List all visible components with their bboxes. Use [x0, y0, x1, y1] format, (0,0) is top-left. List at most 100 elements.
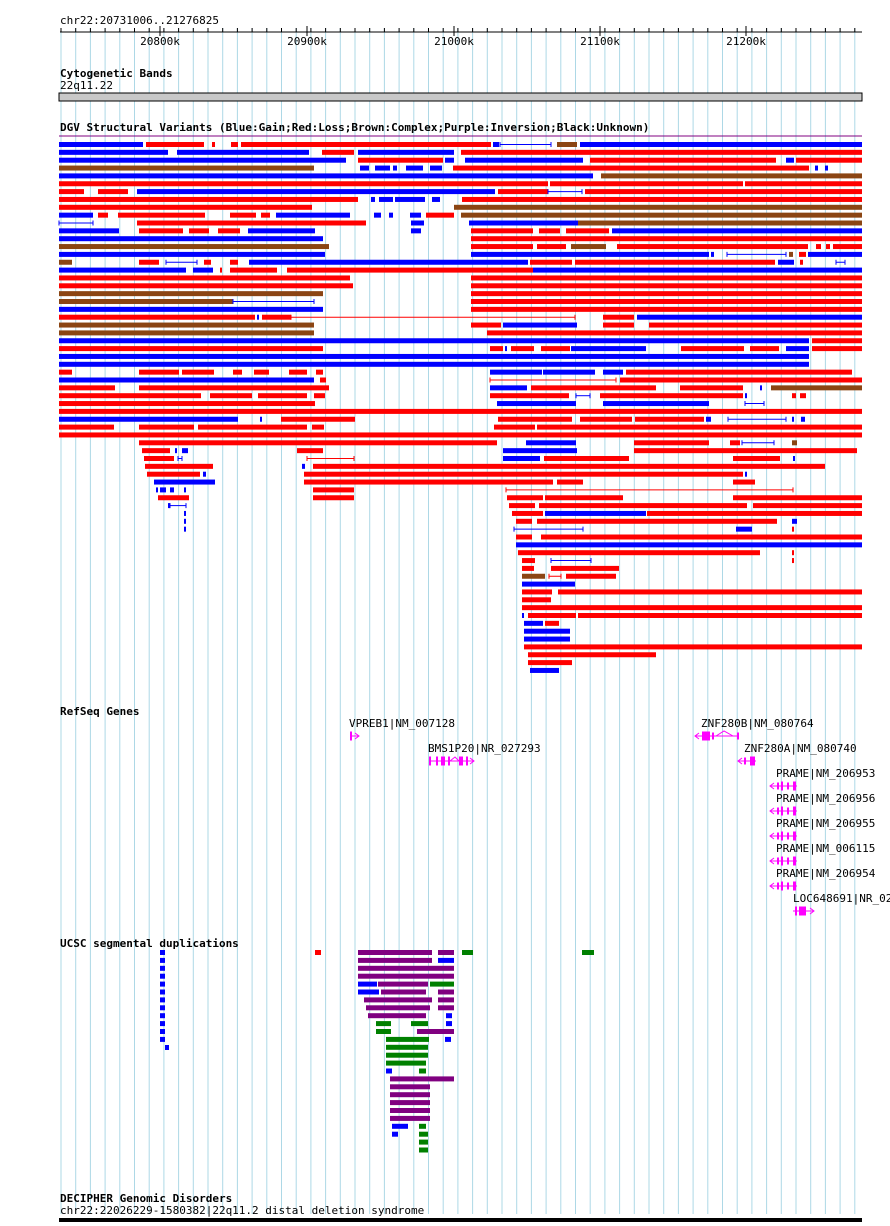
sv-bar — [498, 416, 572, 422]
sv-bar — [580, 416, 632, 422]
sv-bar — [512, 510, 543, 516]
sv-bar — [745, 181, 862, 187]
segdup-bar — [390, 1092, 430, 1098]
sv-bar — [184, 518, 186, 524]
gene-label-prame-206956[interactable]: PRAME|NM_206956 — [776, 792, 876, 805]
sv-bar — [139, 440, 497, 446]
segdup-bar — [386, 1068, 392, 1074]
gene-label-prame-206954[interactable]: PRAME|NM_206954 — [776, 867, 876, 880]
segdup-bar — [386, 1036, 429, 1042]
gene-label-loc648691[interactable]: LOC648691|NR_027 — [793, 892, 890, 905]
cytoband-bar — [58, 92, 863, 102]
sv-bar — [815, 165, 818, 171]
sv-bar — [603, 369, 623, 375]
sv-bar — [600, 393, 743, 399]
segdup-bar — [160, 973, 165, 979]
sv-bar — [580, 142, 862, 147]
gene-exon — [777, 807, 779, 815]
sv-bar — [557, 142, 577, 147]
refseq-gene-glyphs — [350, 730, 815, 916]
sv-bar — [198, 424, 307, 430]
sv-bar — [578, 220, 862, 226]
sv-bar — [551, 565, 619, 571]
gene-exon — [441, 756, 445, 766]
sv-bar — [711, 251, 714, 257]
gene-label-znf280a[interactable]: ZNF280A|NM_080740 — [744, 742, 857, 755]
sv-bar — [182, 369, 214, 375]
sv-bar — [634, 440, 709, 446]
sv-bar — [503, 322, 577, 328]
gene-label-vpreb1[interactable]: VPREB1|NM_007128 — [349, 717, 455, 730]
sv-bar — [411, 220, 424, 226]
sv-bar — [316, 369, 323, 375]
gene-exon — [459, 756, 463, 766]
sv-bar — [541, 346, 570, 352]
sv-bar — [59, 275, 350, 281]
sv-bar — [603, 314, 634, 320]
sv-bar — [289, 369, 307, 375]
sv-bar — [833, 244, 862, 250]
gene-label-prame-206955[interactable]: PRAME|NM_206955 — [776, 817, 876, 830]
segdup-bar — [390, 1100, 430, 1106]
gene-exon — [750, 756, 755, 766]
sv-bar — [494, 424, 535, 430]
sv-bar — [158, 495, 189, 501]
ruler-ticks: 20800k 20900k 21000k 21100k 21200k — [60, 26, 856, 48]
sv-bar — [545, 510, 646, 516]
sv-bar — [248, 228, 315, 234]
sv-bar — [792, 518, 797, 524]
sv-bar — [793, 456, 795, 461]
segdup-bar — [446, 1021, 452, 1027]
sv-bar — [139, 424, 194, 430]
cytoband-ideogram — [58, 92, 863, 102]
gene-label-prame-206953[interactable]: PRAME|NM_206953 — [776, 767, 876, 780]
sv-bar — [531, 385, 656, 391]
gene-label-znf280b[interactable]: ZNF280B|NM_080764 — [701, 717, 814, 730]
sv-bar — [526, 440, 576, 446]
sv-bar — [182, 448, 188, 454]
sv-bar — [471, 322, 501, 328]
sv-bar — [262, 314, 291, 320]
sv-bar — [524, 644, 862, 650]
sv-bar — [322, 149, 354, 155]
gene-exon — [781, 881, 783, 891]
sv-bar — [59, 353, 809, 359]
sv-bar — [59, 432, 862, 438]
sv-bar — [801, 416, 805, 422]
sv-bar — [230, 259, 238, 265]
segdup-bar — [358, 989, 379, 995]
sv-bar — [808, 251, 862, 257]
sv-bar — [507, 495, 543, 501]
segdup-bar — [417, 1029, 454, 1034]
gene-label-prame-006115[interactable]: PRAME|NM_006115 — [776, 842, 876, 855]
sv-bar — [537, 518, 777, 524]
sv-bar — [522, 605, 862, 611]
gene-label-bms1p20[interactable]: BMS1P20|NR_027293 — [428, 742, 541, 755]
sv-bar — [471, 228, 533, 234]
sv-bar — [59, 251, 325, 257]
sv-bar — [730, 440, 740, 446]
sv-bar — [59, 189, 84, 195]
gene-strand-arrow — [769, 832, 775, 840]
cytoband-label: 22q11.22 — [60, 79, 113, 92]
sv-bar — [760, 385, 762, 391]
sv-bar — [139, 259, 159, 265]
sv-bar — [59, 322, 314, 328]
sv-bar — [490, 346, 503, 352]
sv-bar — [304, 479, 553, 485]
sv-bar — [302, 463, 305, 469]
sv-bar — [603, 322, 634, 328]
sv-bar — [522, 613, 524, 618]
sv-bar — [230, 267, 277, 273]
decipher-feature-label[interactable]: chr22:22026229-1580382|22q11.2 distal de… — [60, 1204, 425, 1217]
sv-bar — [59, 291, 323, 297]
sv-bar — [432, 196, 440, 202]
sv-bar — [410, 212, 421, 218]
sv-bar — [789, 251, 793, 257]
sv-bar — [647, 510, 862, 516]
sv-bar — [320, 377, 326, 383]
gene-exon — [448, 756, 450, 766]
sv-bar — [634, 448, 857, 454]
sv-bar — [379, 196, 393, 202]
segdup-bar — [419, 1131, 428, 1137]
